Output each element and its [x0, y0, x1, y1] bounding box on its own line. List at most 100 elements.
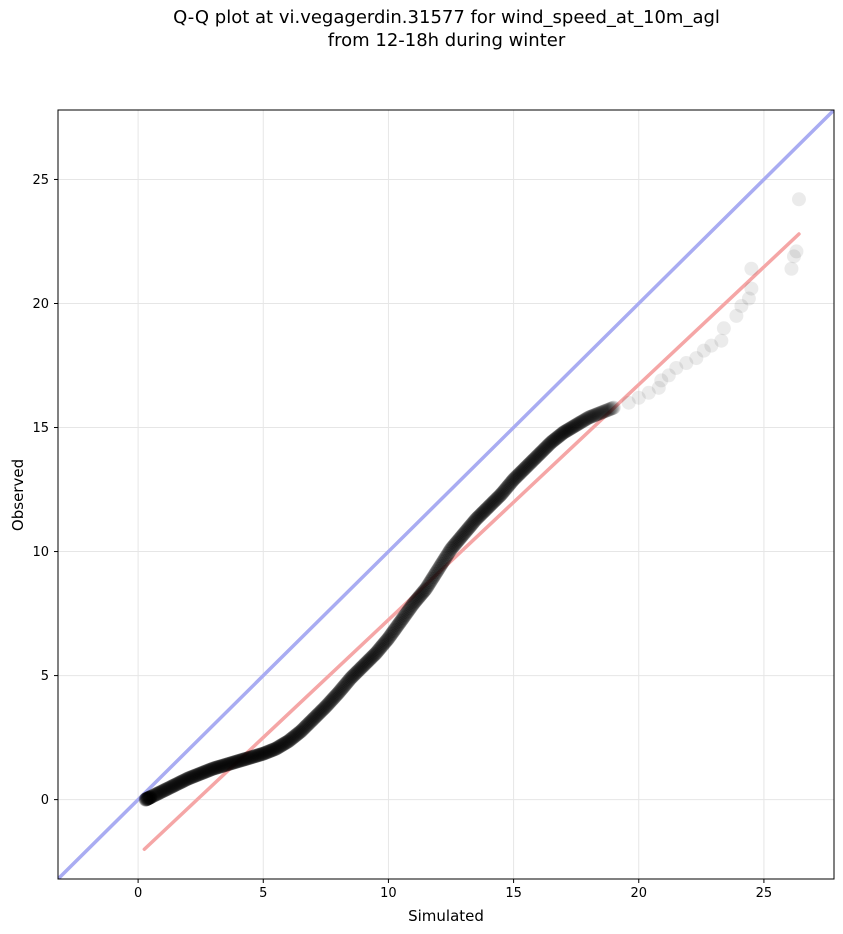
data-point: [789, 244, 804, 259]
data-point: [495, 486, 510, 501]
data-point: [596, 404, 611, 419]
data-point: [265, 743, 280, 758]
data-point: [582, 410, 597, 425]
data-point: [390, 618, 405, 633]
data-point: [553, 427, 568, 442]
data-point: [440, 547, 455, 562]
data-point: [255, 747, 270, 762]
data-point: [533, 445, 548, 460]
data-point: [196, 765, 211, 780]
data-point: [432, 560, 447, 575]
data-point: [457, 525, 472, 540]
data-point: [340, 674, 355, 689]
data-point: [504, 475, 519, 490]
data-point: [414, 586, 429, 601]
data-point: [741, 291, 756, 306]
data-point: [423, 575, 438, 590]
data-point: [696, 343, 711, 358]
data-point: [525, 454, 540, 469]
data-point: [415, 585, 430, 600]
data-point: [234, 753, 249, 768]
data-point: [517, 462, 532, 477]
data-point: [282, 733, 297, 748]
data-point: [220, 757, 235, 772]
data-point: [209, 760, 224, 775]
data-point: [550, 430, 565, 445]
data-point: [139, 792, 154, 807]
data-point: [577, 413, 592, 428]
data-point: [179, 772, 194, 787]
data-point: [240, 751, 255, 766]
data-point: [505, 473, 520, 488]
data-point: [172, 775, 187, 790]
data-point: [389, 619, 404, 634]
data-point: [556, 425, 571, 440]
data-point: [151, 786, 166, 801]
data-point: [439, 548, 454, 563]
data-point: [605, 401, 620, 416]
data-point: [289, 727, 304, 742]
data-point: [591, 406, 606, 421]
data-point: [210, 760, 225, 775]
data-point: [277, 736, 292, 751]
data-point: [173, 775, 188, 790]
data-point: [159, 782, 174, 797]
data-point: [536, 442, 551, 457]
data-point: [401, 603, 416, 618]
data-point: [486, 494, 501, 509]
data-point: [264, 743, 279, 758]
data-point: [273, 738, 288, 753]
data-point: [598, 403, 613, 418]
data-point: [539, 439, 554, 454]
data-point: [350, 664, 365, 679]
data-point: [245, 749, 260, 764]
x-tick-label: 25: [756, 886, 773, 901]
data-point: [501, 478, 516, 493]
data-point: [211, 760, 226, 775]
data-point: [519, 460, 534, 475]
data-point: [557, 424, 572, 439]
data-point: [547, 432, 562, 447]
data-point: [407, 595, 422, 610]
data-point: [216, 758, 231, 773]
data-point: [482, 498, 497, 513]
data-point: [212, 759, 227, 774]
data-point: [279, 735, 294, 750]
data-point: [155, 784, 170, 799]
data-point: [229, 754, 244, 769]
data-point: [537, 441, 552, 456]
data-point: [158, 782, 173, 797]
data-point: [312, 705, 327, 720]
data-point: [375, 638, 390, 653]
data-point: [217, 758, 232, 773]
grid-lines: [58, 110, 834, 879]
data-point: [302, 716, 317, 731]
data-point: [403, 600, 418, 615]
data-point: [679, 356, 694, 371]
data-point: [308, 709, 323, 724]
data-point: [316, 701, 331, 716]
data-point: [561, 422, 576, 437]
data-point: [285, 731, 300, 746]
data-point: [221, 756, 236, 771]
data-point: [354, 660, 369, 675]
data-point: [307, 710, 322, 725]
data-point: [343, 671, 358, 686]
data-point: [595, 405, 610, 420]
data-point: [522, 457, 537, 472]
data-point: [456, 527, 471, 542]
data-point: [138, 792, 153, 807]
data-point: [491, 489, 506, 504]
data-point: [448, 537, 463, 552]
data-point: [230, 754, 245, 769]
data-point: [471, 510, 486, 525]
data-point: [412, 589, 427, 604]
data-point: [182, 771, 197, 786]
data-point: [139, 792, 154, 807]
data-point: [461, 520, 476, 535]
data-point: [478, 503, 493, 518]
data-point: [241, 751, 256, 766]
data-point: [366, 648, 381, 663]
data-point: [314, 703, 329, 718]
